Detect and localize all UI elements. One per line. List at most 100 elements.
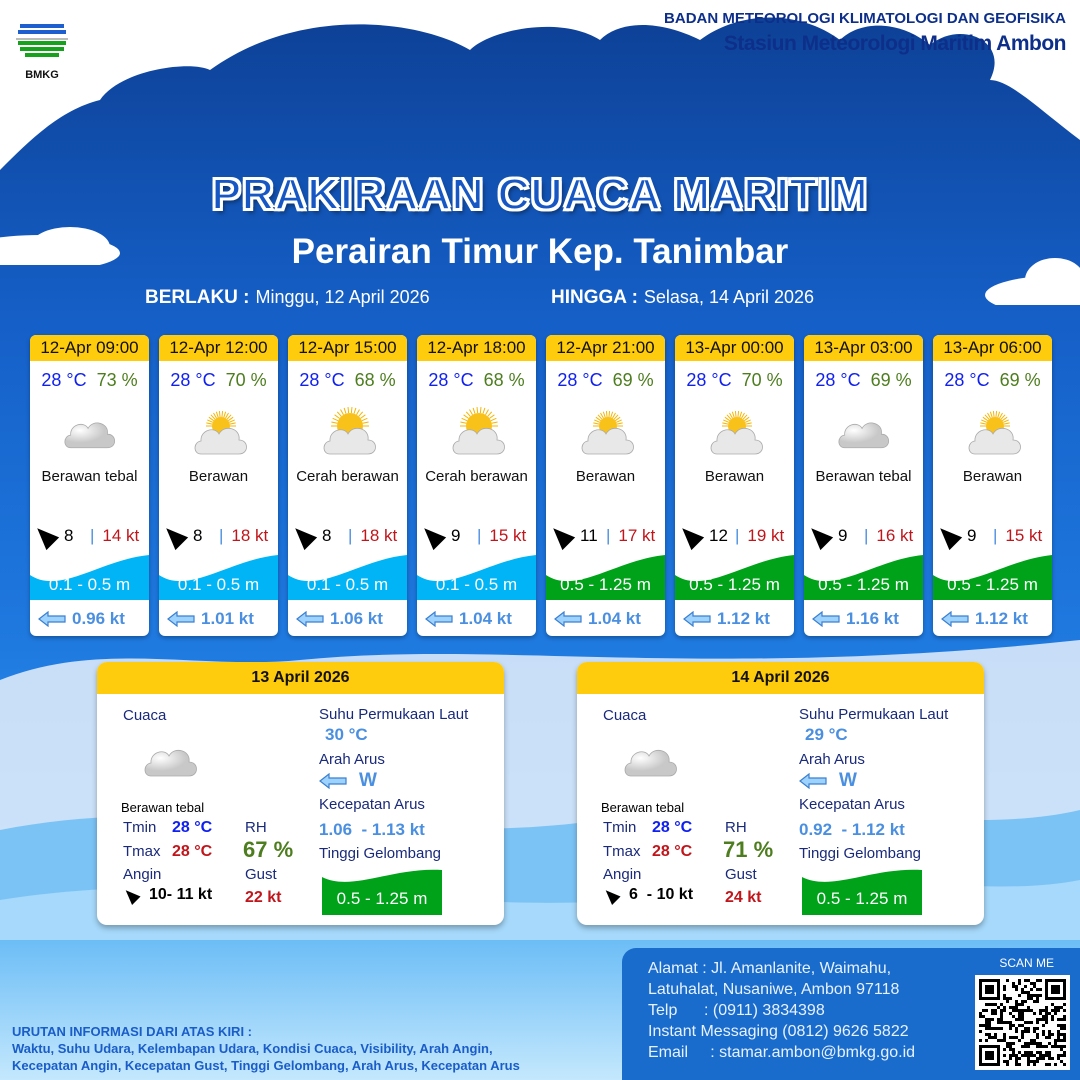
current-speed: 0.96 kt [72,609,125,628]
arrow-left-icon [554,611,582,627]
humidity: 69 % [612,370,654,390]
legend-line: Kecepatan Angin, Kecepatan Gust, Tinggi … [12,1058,520,1073]
rh-value: 67 % [243,837,294,862]
wave-band [546,555,665,600]
wave-band [417,555,536,600]
qr-code[interactable] [975,975,1070,1070]
current-speed: 1.04 kt [459,609,512,628]
summary-date: 13 April 2026 [97,662,504,694]
summary-date: 14 April 2026 [577,662,984,694]
forecast-time: 12-Apr 21:00 [546,335,665,361]
wind-direction-icon [417,521,447,551]
weather-condition: Cerah berawan [296,468,399,485]
label-sst: Suhu Permukaan Laut [799,706,949,723]
forecast-time: 12-Apr 18:00 [417,335,536,361]
separator: | [348,526,353,545]
info-order-legend: URUTAN INFORMASI DARI ATAS KIRI : Waktu,… [12,1023,520,1074]
valid-to-label: HINGGA : [551,287,638,308]
air-temperature: 28 °C [815,370,861,390]
valid-to-value: Selasa, 14 April 2026 [643,287,815,307]
forecast-card: 13-Apr 06:00 28 °C 69 % Berawan 9 | 15 kt … [933,335,1052,636]
station-name: Stasiun Meteorologi Maritim Ambon [723,32,1067,55]
wind-speed: 8 [193,526,203,545]
wind-speed: 8 [322,526,332,545]
phone: Telp : (0911) 3834398 [648,1002,825,1019]
arrow-left-icon [319,773,347,789]
humidity: 70 % [741,370,783,390]
scan-me-label: SCAN ME [999,956,1054,970]
email: Email : stamar.ambon@bmkg.go.id [648,1044,916,1061]
separator: | [993,526,998,545]
gust-speed: 19 kt [747,526,785,545]
arrow-left-icon [296,611,324,627]
gust-speed: 16 kt [876,526,914,545]
separator: | [864,526,869,545]
sun-cloud-icon [288,396,407,466]
wind-speed: 8 [64,526,74,545]
label-current-speed: Kecepatan Arus [799,796,905,813]
cloud-icon [621,738,681,785]
forecast-time: 12-Apr 12:00 [159,335,278,361]
label-wave-height: Tinggi Gelombang [799,845,922,862]
wave-band [30,555,149,600]
humidity: 69 % [999,370,1041,390]
gust-value: 24 kt [725,889,762,906]
weather-condition: Cerah berawan [425,468,528,485]
tmax-value: 28 °C [172,843,213,860]
wind-speed: 9 [451,526,461,545]
tmax-value: 28 °C [652,843,693,860]
current-direction-value: W [839,770,857,791]
page-title: PRAKIRAAN CUACA MARITIM [211,169,869,220]
wind-direction-icon [546,521,576,551]
label-weather: Cuaca [123,707,167,724]
tmin-value: 28 °C [652,819,693,836]
current-speed: 1.01 kt [201,609,254,628]
gust-speed: 18 kt [231,526,269,545]
label-rh: RH [725,819,747,836]
gust-speed: 18 kt [360,526,398,545]
instant-messaging: Instant Messaging (0812) 9626 5822 [648,1023,909,1040]
label-gust: Gust [725,866,757,883]
current-speed-value: 0.92 - 1.12 kt [799,820,905,839]
cloud-icon [30,396,149,466]
wave-height: 0.1 - 0.5 m [177,575,260,594]
wave-height-value: 0.5 - 1.25 m [336,889,428,908]
wind-value: 10- 11 kt [149,886,213,903]
air-temperature: 28 °C [428,370,474,390]
forecast-time: 12-Apr 09:00 [30,335,149,361]
arrow-left-icon [812,611,840,627]
forecast-card: 12-Apr 12:00 28 °C 70 % Berawan 8 | 18 kt … [159,335,278,636]
air-temperature: 28 °C [41,370,87,390]
label-gust: Gust [245,866,277,883]
daily-summary: 14 April 2026 Cuaca Berawan tebal Tmin 2… [577,662,984,925]
arrow-left-icon [167,611,195,627]
arrow-left-icon [799,773,827,789]
separator: | [735,526,740,545]
valid-from: BERLAKU : Minggu, 12 April 2026 [145,287,430,309]
wave-height-value: 0.5 - 1.25 m [816,889,908,908]
valid-from-value: Minggu, 12 April 2026 [255,287,430,307]
wave-height: 0.5 - 1.25 m [689,575,780,594]
forecast-card: 13-Apr 03:00 28 °C 69 % Berawan tebal 9 |… [804,335,923,636]
wind-direction-icon [804,521,834,551]
wind-value: 6 - 10 kt [629,886,694,903]
sst-value: 29 °C [805,725,848,744]
label-tmax: Tmax [123,843,161,860]
weather-condition: Berawan [704,468,765,485]
organization: BADAN METEOROLOGI KLIMATOLOGI DAN GEOFIS… [664,10,1066,56]
weather-condition: Berawan tebal [601,800,685,815]
wave-height: 0.1 - 0.5 m [435,575,518,594]
current-speed-value: 1.06 - 1.13 kt [319,820,425,839]
address-line: Alamat : Jl. Amanlanite, Waimahu, [648,960,892,977]
gust-speed: 17 kt [618,526,656,545]
cloud-decor [0,227,120,265]
air-temperature: 28 °C [557,370,603,390]
humidity: 69 % [870,370,912,390]
label-tmax: Tmax [603,843,641,860]
wind-direction-icon [121,885,141,905]
wind-speed: 12 [709,526,728,545]
partly-cloudy-icon [159,396,278,466]
wave-band [288,555,407,600]
forecast-time: 13-Apr 00:00 [675,335,794,361]
forecast-card: 12-Apr 15:00 28 °C 68 % Cerah berawan 8 |… [288,335,407,636]
